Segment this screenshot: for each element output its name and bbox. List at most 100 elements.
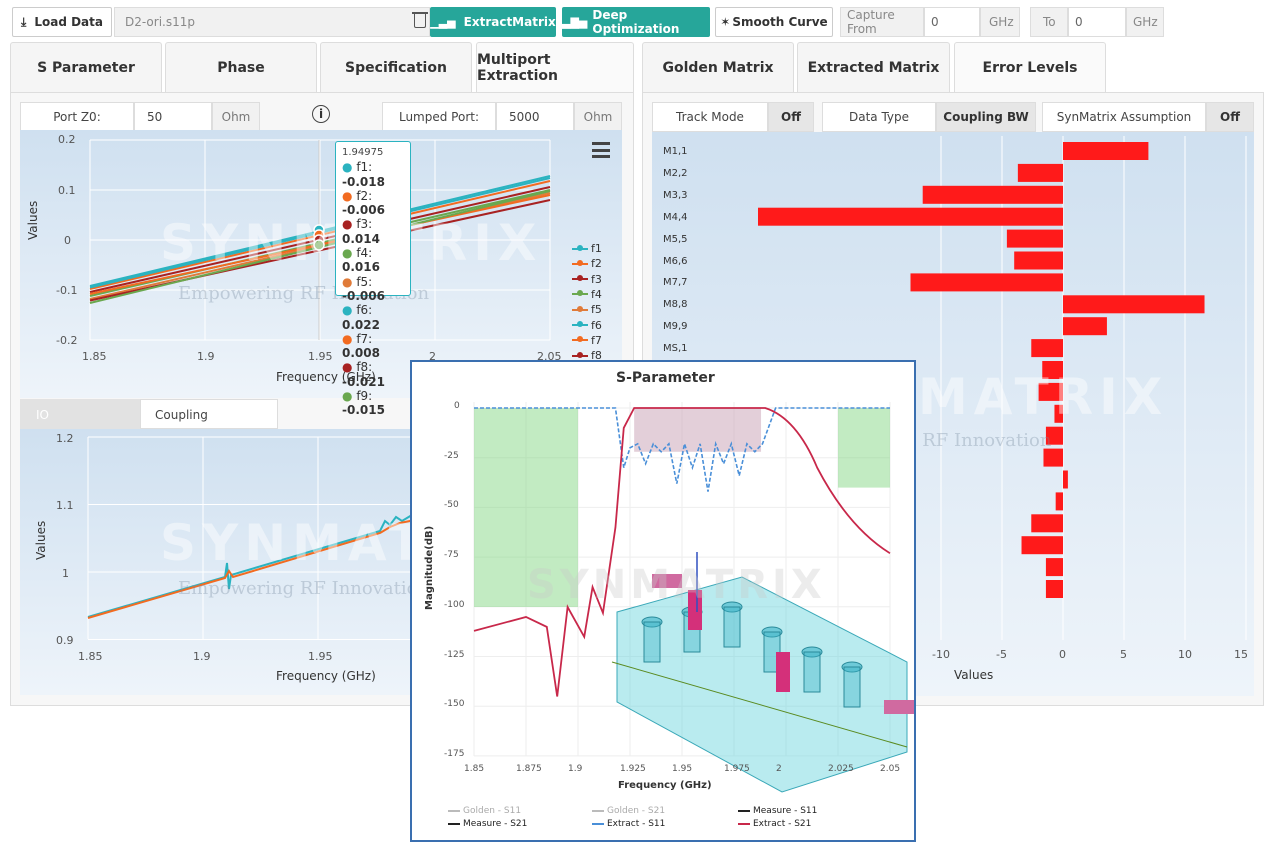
error-chart-svg xyxy=(758,136,1247,640)
error-chart-xtick: 5 xyxy=(1120,648,1127,661)
chart1-ytick: 0 xyxy=(64,234,71,247)
popup-ytick: 0 xyxy=(454,401,460,411)
popup-spec-region xyxy=(634,408,762,452)
tab-golden-matrix[interactable]: Golden Matrix xyxy=(642,42,794,92)
popup-ytick: -100 xyxy=(444,599,465,610)
tab-extracted-matrix[interactable]: Extracted Matrix xyxy=(797,42,950,92)
deep-optimization-button[interactable]: ▃▇▅ Deep Optimization xyxy=(562,7,710,37)
hamburger-icon[interactable] xyxy=(592,142,610,158)
error-bar xyxy=(1014,251,1063,270)
chart1-legend-item[interactable]: f1 xyxy=(572,242,602,255)
chart1-legend-item[interactable]: f8 xyxy=(572,349,602,362)
file-name-field: D2-ori.s11p xyxy=(114,7,430,37)
chart2-xtick: 1.85 xyxy=(78,650,103,663)
chart1-legend-item[interactable]: f7 xyxy=(572,334,602,347)
popup-legend-item[interactable]: Measure - S11 xyxy=(738,806,817,816)
smooth-curve-button[interactable]: ✶ Smooth Curve xyxy=(715,7,833,37)
error-chart-row-label: M7,7 xyxy=(663,277,688,289)
tab-multiport-extraction[interactable]: Multiport Extraction xyxy=(476,42,634,92)
load-data-button[interactable]: ⤓ Load Data xyxy=(12,7,112,37)
popup-xtick: 2.025 xyxy=(828,764,854,774)
popup-ytick: -175 xyxy=(444,748,465,759)
popup-spec-region xyxy=(838,408,890,488)
extract-matrix-button[interactable]: ▁▃▅ ExtractMatrix xyxy=(430,7,556,37)
track-mode-toggle[interactable]: Off xyxy=(768,102,814,132)
error-bar xyxy=(1063,470,1068,489)
error-chart-row-label: M6,6 xyxy=(663,255,688,267)
chart1-ytick: 0.1 xyxy=(58,184,76,197)
error-chart-xtick: 10 xyxy=(1178,648,1192,661)
chart2-ytick: 0.9 xyxy=(56,634,74,647)
error-bar xyxy=(1021,536,1063,555)
synmatrix-assumption-toggle[interactable]: Off xyxy=(1206,102,1254,132)
lumped-port-input[interactable]: 5000 xyxy=(496,102,574,132)
error-bar xyxy=(1063,317,1107,336)
popup-legend-item[interactable]: Golden - S11 xyxy=(448,806,521,816)
popup-legend-item[interactable]: Extract - S11 xyxy=(592,819,665,829)
popup-xtick: 1.95 xyxy=(672,764,693,774)
chart1-legend-item[interactable]: f4 xyxy=(572,288,602,301)
chart2-xlabel: Frequency (GHz) xyxy=(276,669,376,683)
tooltip-row: ● f9: -0.015 xyxy=(342,389,385,418)
popup-chart-svg xyxy=(473,402,914,793)
popup-3d-port xyxy=(884,700,914,714)
chart1-xtick: 2.05 xyxy=(537,350,562,363)
error-bar xyxy=(1054,404,1063,423)
popup-ytick: -25 xyxy=(444,450,459,461)
port-z0-input[interactable]: 50 xyxy=(134,102,212,132)
capture-from-input[interactable]: 0 xyxy=(924,7,980,37)
chart2-series-line xyxy=(87,513,420,618)
error-bar xyxy=(1043,448,1063,467)
chart1-xtick: 2 xyxy=(429,350,436,363)
chart1-legend-item[interactable]: f6 xyxy=(572,319,602,332)
chart2-ytick: 1.1 xyxy=(56,499,74,512)
tab-specification[interactable]: Specification xyxy=(320,42,472,92)
data-type-select[interactable]: Coupling BW xyxy=(936,102,1036,132)
error-chart-row-label: M9,9 xyxy=(663,321,688,333)
error-bar xyxy=(1045,580,1063,598)
popup-legend-item[interactable]: Extract - S21 xyxy=(738,819,811,829)
chart1-legend-item[interactable]: f5 xyxy=(572,303,602,316)
magic-wand-icon: ✶ xyxy=(720,15,731,29)
tooltip-header: 1.94975 xyxy=(342,147,384,158)
from-unit: GHz xyxy=(980,7,1020,37)
trash-icon[interactable] xyxy=(414,14,426,28)
chart2-tab-io[interactable]: IO xyxy=(20,399,140,429)
tab-s-parameter[interactable]: S Parameter xyxy=(10,42,162,92)
chart1-legend-item[interactable]: f3 xyxy=(572,273,602,286)
popup-ytick: -125 xyxy=(444,649,465,660)
chart1-ytick: 0.2 xyxy=(58,133,76,146)
popup-xtick: 1.975 xyxy=(724,764,750,774)
popup-watermark: SYNMATRIX xyxy=(527,562,826,608)
popup-legend-item[interactable]: Golden - S21 xyxy=(592,806,665,816)
popup-3d-resonator xyxy=(643,621,661,663)
tab-error-levels[interactable]: Error Levels xyxy=(954,42,1106,92)
popup-3d-axis xyxy=(611,661,908,748)
error-chart-watermark: MATRIX xyxy=(918,368,1169,426)
popup-3d-resonator xyxy=(723,606,741,648)
info-icon[interactable]: i xyxy=(312,105,330,123)
chart1-legend-item[interactable]: f2 xyxy=(572,257,602,270)
error-bar xyxy=(1017,163,1063,182)
popup-ytick: -150 xyxy=(444,699,465,710)
popup-3d-model xyxy=(611,552,914,793)
popup-ytick: -50 xyxy=(444,500,459,511)
popup-title: S-Parameter xyxy=(616,370,715,386)
lumped-port-unit: Ohm xyxy=(574,102,622,132)
error-chart-row-label: M2,2 xyxy=(663,167,688,179)
chart1-area xyxy=(20,130,622,398)
popup-s21-line xyxy=(473,407,891,697)
chart2-area xyxy=(20,429,420,695)
error-bar xyxy=(758,207,1063,226)
chart2-tab-coupling[interactable]: Coupling xyxy=(140,399,278,429)
chart1-tooltip: 1.94975 ● f1: -0.018 ● f2: -0.006 ● f3: 0.… xyxy=(335,141,411,417)
popup-legend-item[interactable]: Measure - S21 xyxy=(448,819,527,829)
capture-to-input[interactable]: 0 xyxy=(1068,7,1126,37)
error-chart-xtick: -5 xyxy=(996,648,1007,661)
error-bar xyxy=(1063,295,1205,314)
error-chart-xtick: 0 xyxy=(1059,648,1066,661)
error-bar xyxy=(1063,142,1149,160)
error-bar xyxy=(1042,361,1063,379)
tab-phase[interactable]: Phase xyxy=(165,42,317,92)
popup-3d-resonator xyxy=(843,666,861,708)
